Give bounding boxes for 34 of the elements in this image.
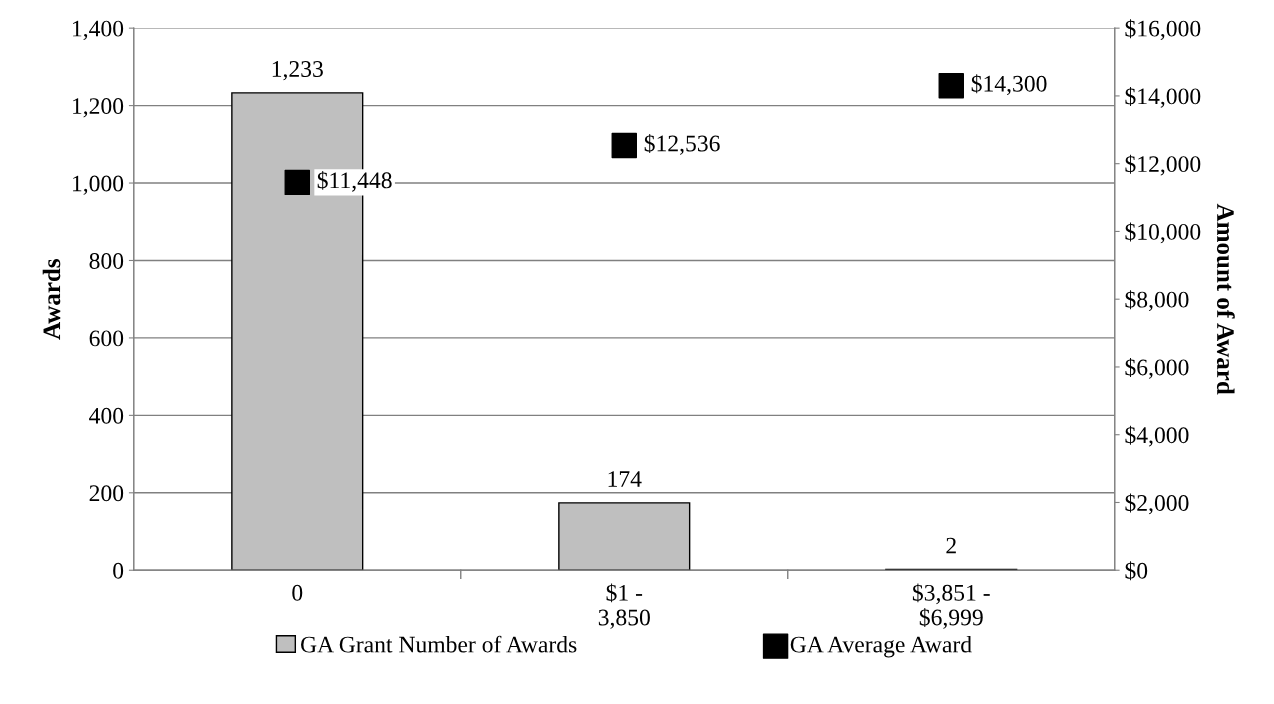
y2-axis-title: Amount of Award [1216, 203, 1235, 395]
data-label: 174 [608, 471, 642, 487]
data-label: $11,448 [317, 170, 392, 192]
y2-tick-label: $8,000 [1125, 290, 1189, 312]
y2-tick-label: $6,000 [1125, 358, 1189, 379]
x-tick-label: 0 [292, 584, 303, 601]
data-label: 2 [946, 537, 956, 554]
y-tick-label: 1,200 [73, 98, 124, 118]
y-tick-label: 800 [89, 252, 124, 269]
y-tick-label: 200 [89, 485, 124, 502]
y2-tick-label: $16,000 [1125, 19, 1201, 40]
y-tick-label: 1,000 [73, 175, 124, 195]
y2-tick-label: $14,000 [1125, 87, 1201, 108]
y-tick-label: 0 [113, 562, 124, 579]
point [611, 132, 637, 159]
data-label: $14,300 [971, 74, 1047, 96]
y2-tick-label: $4,000 [1125, 425, 1189, 447]
y2-tick-label: $10,000 [1125, 222, 1201, 244]
y-tick-label: 1,400 [73, 20, 124, 40]
y-tick-label: 600 [89, 330, 124, 347]
data-label: $12,536 [644, 134, 720, 155]
y2-tick-label: $12,000 [1125, 154, 1201, 176]
bar [558, 502, 691, 571]
point [938, 73, 964, 99]
x-tick-label: $3,851 - $6,999 [912, 583, 990, 629]
y2-tick-label: $0 [1125, 561, 1148, 581]
y-tick-label: 400 [89, 407, 124, 424]
data-label: 1,233 [272, 61, 323, 81]
legend-label: GA Grant Number of Awards [301, 635, 577, 653]
x-tick-label: $1 - 3,850 [598, 583, 650, 629]
point [284, 169, 310, 196]
legend-label: GA Average Award [790, 635, 972, 658]
y2-tick-label: $2,000 [1125, 493, 1189, 515]
y-axis-title: Awards [42, 259, 61, 340]
